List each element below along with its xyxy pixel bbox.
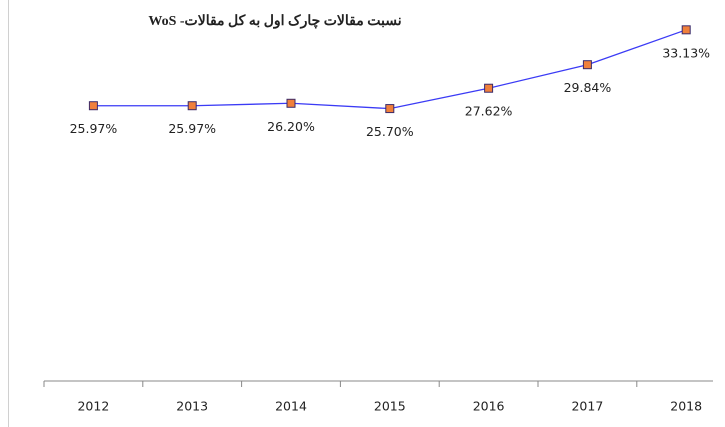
marker — [582, 60, 592, 70]
data-label: 27.62% — [465, 104, 513, 119]
marker — [286, 98, 296, 108]
data-label: 33.13% — [662, 45, 710, 60]
x-tick-label: 2015 — [374, 399, 406, 414]
data-label: 26.20% — [267, 119, 315, 134]
x-tick-label: 2013 — [176, 399, 208, 414]
x-tick-label: 2012 — [77, 399, 109, 414]
line — [93, 29, 687, 110]
marker — [681, 25, 691, 35]
data-label: 25.70% — [366, 124, 414, 139]
data-label: 29.84% — [564, 80, 612, 95]
marker — [187, 101, 197, 111]
marker — [88, 101, 98, 111]
marker — [385, 104, 395, 114]
marker — [484, 83, 494, 93]
x-tick-label: 2016 — [473, 399, 505, 414]
x-tick-label: 2014 — [275, 399, 307, 414]
chart-border — [8, 0, 9, 427]
x-tick-label: 2017 — [571, 399, 603, 414]
chart-title: نسبت مقالات چارک اول به کل مقالات- WoS — [148, 13, 401, 29]
x-tick-label: 2018 — [670, 399, 702, 414]
data-label: 25.97% — [168, 121, 216, 136]
data-label: 25.97% — [70, 121, 118, 136]
